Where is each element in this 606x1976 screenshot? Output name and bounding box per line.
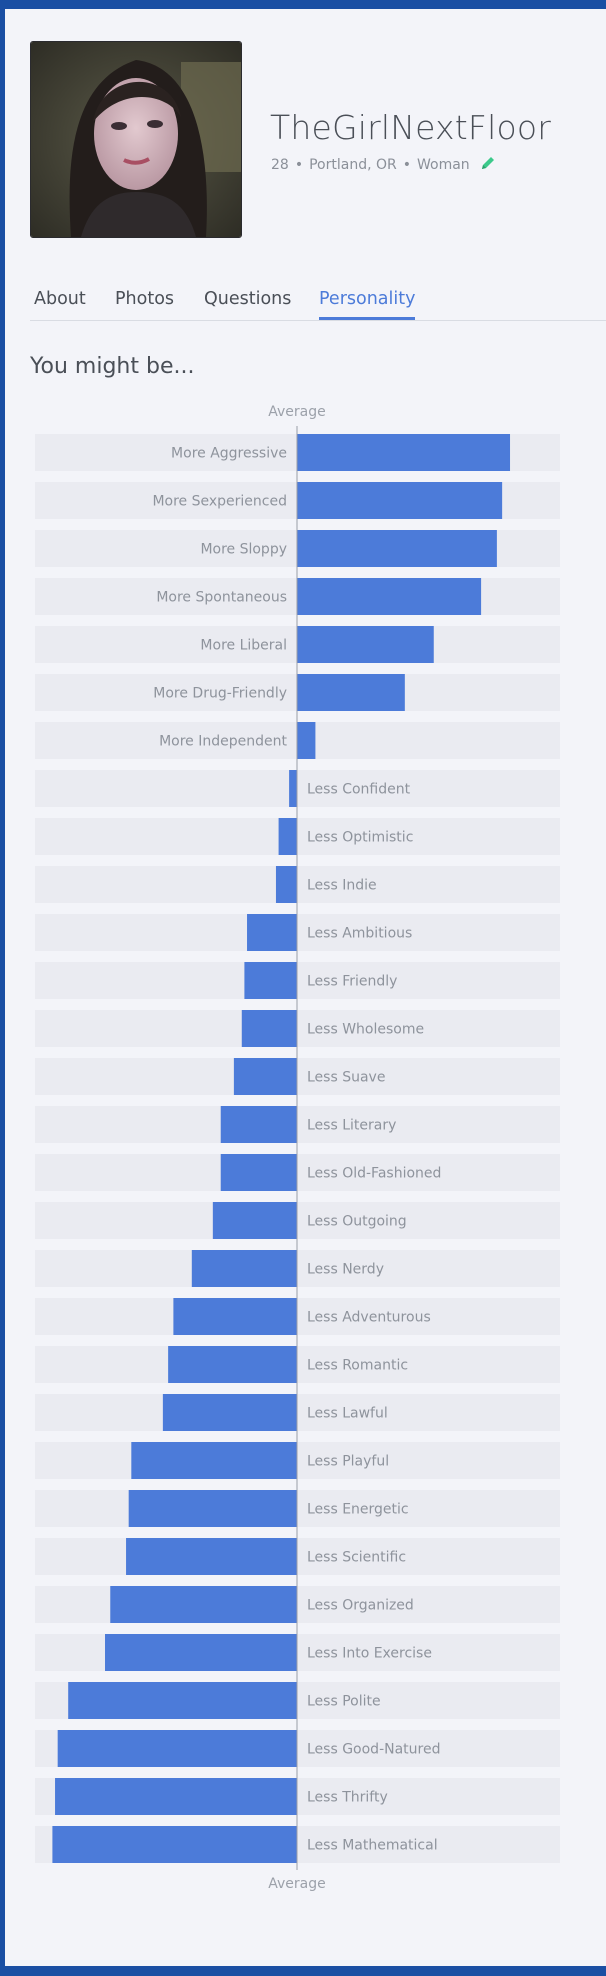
trait-label: Less Indie (307, 878, 377, 894)
trait-label: Less Nerdy (307, 1262, 384, 1278)
trait-bar (233, 1058, 297, 1095)
trait-bar (278, 818, 297, 855)
trait-label: More Spontaneous (156, 590, 287, 606)
trait-bar (173, 1298, 297, 1335)
trait-bar (131, 1442, 297, 1479)
trait-bar (297, 578, 482, 615)
trait-bar (168, 1346, 297, 1383)
trait-bar (191, 1250, 297, 1287)
trait-label: Less Optimistic (307, 830, 413, 846)
trait-label: More Liberal (200, 638, 287, 654)
axis-label-bottom: Average (268, 1876, 326, 1892)
separator-dot: • (294, 157, 304, 173)
trait-label: Less Thrifty (307, 1790, 388, 1806)
trait-bar (128, 1490, 297, 1527)
trait-label: More Sexperienced (152, 494, 287, 510)
trait-bar (212, 1202, 297, 1239)
trait-bar (297, 626, 434, 663)
trait-label: Less Adventurous (307, 1310, 431, 1326)
trait-bar (52, 1826, 297, 1863)
tab-questions[interactable]: Questions (204, 289, 292, 309)
trait-label: Less Literary (307, 1118, 396, 1134)
trait-label: Less Romantic (307, 1358, 408, 1374)
trait-bar (275, 866, 297, 903)
trait-label: More Drug-Friendly (153, 686, 287, 702)
trait-bar (55, 1778, 297, 1815)
trait-bar (57, 1730, 297, 1767)
trait-bar (220, 1106, 297, 1143)
profile-details: 28 • Portland, OR • Woman (271, 155, 496, 173)
profile-age: 28 (271, 157, 289, 173)
trait-label: Less Ambitious (307, 926, 412, 942)
trait-bar (241, 1010, 297, 1047)
trait-bar (247, 914, 297, 951)
tab-photos[interactable]: Photos (115, 289, 175, 309)
profile-gender: Woman (417, 157, 470, 173)
profile-tabs: About Photos Questions Personality (30, 286, 606, 321)
trait-label: Less Organized (307, 1598, 414, 1614)
trait-bar (297, 530, 497, 567)
trait-label: Less Outgoing (307, 1214, 407, 1230)
profile-username: TheGirlNextFloor (270, 108, 552, 147)
trait-bar (297, 722, 316, 759)
trait-bar (220, 1154, 297, 1191)
axis-label-top: Average (268, 404, 326, 420)
trait-label: More Aggressive (171, 446, 287, 462)
trait-label: More Independent (159, 734, 287, 750)
trait-bar (297, 482, 503, 519)
trait-bar (297, 674, 405, 711)
trait-label: Less Energetic (307, 1502, 409, 1518)
separator-dot: • (402, 157, 411, 173)
trait-bar (105, 1634, 297, 1671)
trait-label: Less Friendly (307, 974, 397, 990)
trait-bar (289, 770, 297, 807)
trait-label: Less Into Exercise (307, 1646, 432, 1662)
trait-label: Less Good-Natured (307, 1742, 441, 1758)
trait-label: Less Confident (307, 782, 411, 798)
trait-label: Less Scientific (307, 1550, 406, 1566)
trait-label: Less Polite (307, 1694, 381, 1710)
pencil-icon[interactable] (480, 155, 496, 171)
personality-row: Less Playful (35, 1442, 560, 1479)
personality-title: You might be... (30, 354, 195, 379)
tab-personality[interactable]: Personality (319, 289, 416, 320)
trait-bar (126, 1538, 297, 1575)
trait-label: Less Wholesome (307, 1022, 424, 1038)
trait-label: Less Old-Fashioned (307, 1166, 441, 1182)
trait-bar (297, 434, 511, 471)
trait-label: More Sloppy (200, 542, 287, 558)
profile-location: Portland, OR (309, 157, 397, 173)
trait-label: Less Mathematical (307, 1838, 438, 1854)
trait-label: Less Playful (307, 1454, 389, 1470)
trait-bar (162, 1394, 297, 1431)
trait-bar (68, 1682, 297, 1719)
trait-label: Less Suave (307, 1070, 385, 1086)
trait-label: Less Lawful (307, 1406, 388, 1422)
tab-about[interactable]: About (34, 289, 86, 309)
profile-photo-image (31, 42, 241, 237)
profile-photo[interactable] (30, 41, 242, 238)
trait-bar (110, 1586, 298, 1623)
trait-bar (244, 962, 297, 999)
